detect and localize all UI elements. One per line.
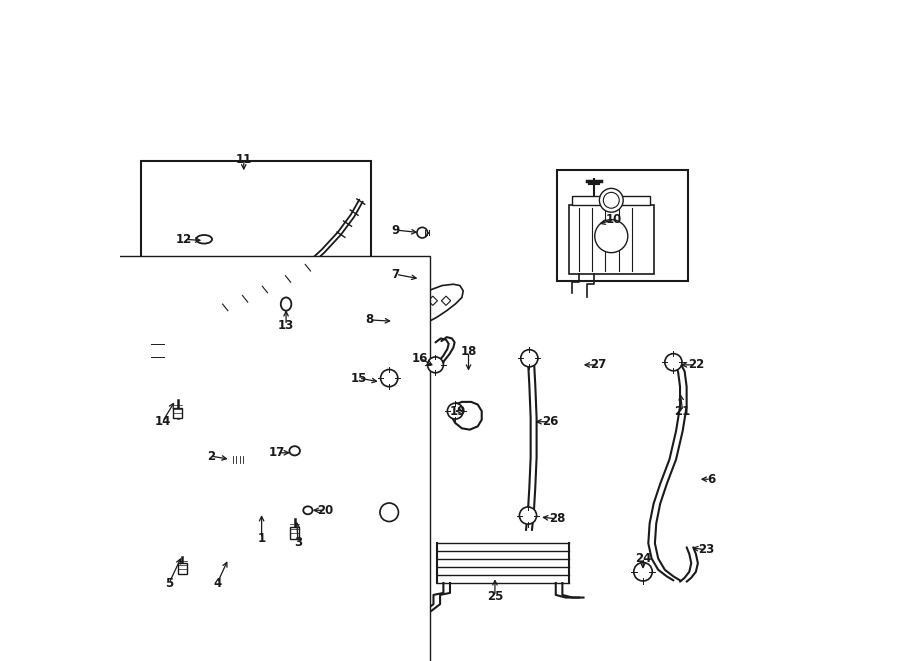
Text: 16: 16 (412, 352, 428, 365)
Ellipse shape (290, 446, 300, 455)
Circle shape (238, 472, 289, 522)
Circle shape (447, 403, 464, 419)
Circle shape (207, 500, 227, 520)
Bar (290, 527, 300, 539)
Circle shape (521, 350, 538, 367)
Text: 19: 19 (450, 405, 466, 418)
Text: 6: 6 (707, 473, 716, 486)
Text: 20: 20 (318, 504, 334, 517)
Polygon shape (441, 296, 451, 305)
Circle shape (519, 507, 536, 524)
Ellipse shape (196, 235, 212, 243)
Bar (140, 161, 371, 365)
FancyBboxPatch shape (25, 256, 430, 661)
Text: 15: 15 (351, 371, 367, 385)
Polygon shape (428, 296, 437, 305)
Text: 3: 3 (294, 535, 302, 549)
Circle shape (417, 227, 428, 238)
Text: 14: 14 (154, 415, 171, 428)
Text: 23: 23 (698, 543, 715, 557)
Text: 12: 12 (176, 233, 193, 246)
Circle shape (380, 503, 399, 522)
Circle shape (428, 357, 444, 373)
Circle shape (595, 219, 628, 253)
Ellipse shape (281, 297, 292, 311)
Circle shape (381, 369, 398, 387)
Circle shape (184, 477, 250, 543)
Text: 28: 28 (549, 512, 565, 525)
Text: 13: 13 (278, 319, 294, 332)
Bar (572, 196, 651, 205)
Bar (302, 477, 317, 517)
Circle shape (195, 488, 239, 533)
Text: 22: 22 (688, 358, 704, 371)
Circle shape (170, 463, 265, 558)
Text: 17: 17 (269, 446, 285, 459)
Text: 5: 5 (165, 576, 173, 590)
Circle shape (599, 188, 623, 212)
Circle shape (201, 494, 234, 527)
Text: 26: 26 (543, 415, 559, 428)
Text: 10: 10 (606, 213, 622, 226)
Text: 25: 25 (487, 590, 503, 603)
Text: 11: 11 (236, 153, 252, 167)
Circle shape (603, 192, 619, 208)
Text: 24: 24 (634, 552, 652, 565)
Ellipse shape (303, 506, 312, 514)
Text: 4: 4 (213, 576, 221, 590)
Text: 7: 7 (392, 268, 400, 281)
Text: 1: 1 (257, 532, 266, 545)
Text: 27: 27 (590, 358, 607, 371)
Circle shape (190, 483, 245, 538)
Circle shape (665, 354, 682, 371)
Text: 8: 8 (365, 313, 374, 327)
Circle shape (225, 459, 302, 535)
Text: 18: 18 (460, 345, 477, 358)
Circle shape (634, 563, 652, 581)
Bar (177, 563, 187, 574)
Bar (569, 205, 653, 274)
Text: 21: 21 (674, 405, 691, 418)
Circle shape (179, 472, 256, 549)
Bar (557, 170, 688, 281)
Text: 2: 2 (207, 449, 215, 463)
Bar (173, 408, 183, 418)
Text: 9: 9 (392, 223, 400, 237)
